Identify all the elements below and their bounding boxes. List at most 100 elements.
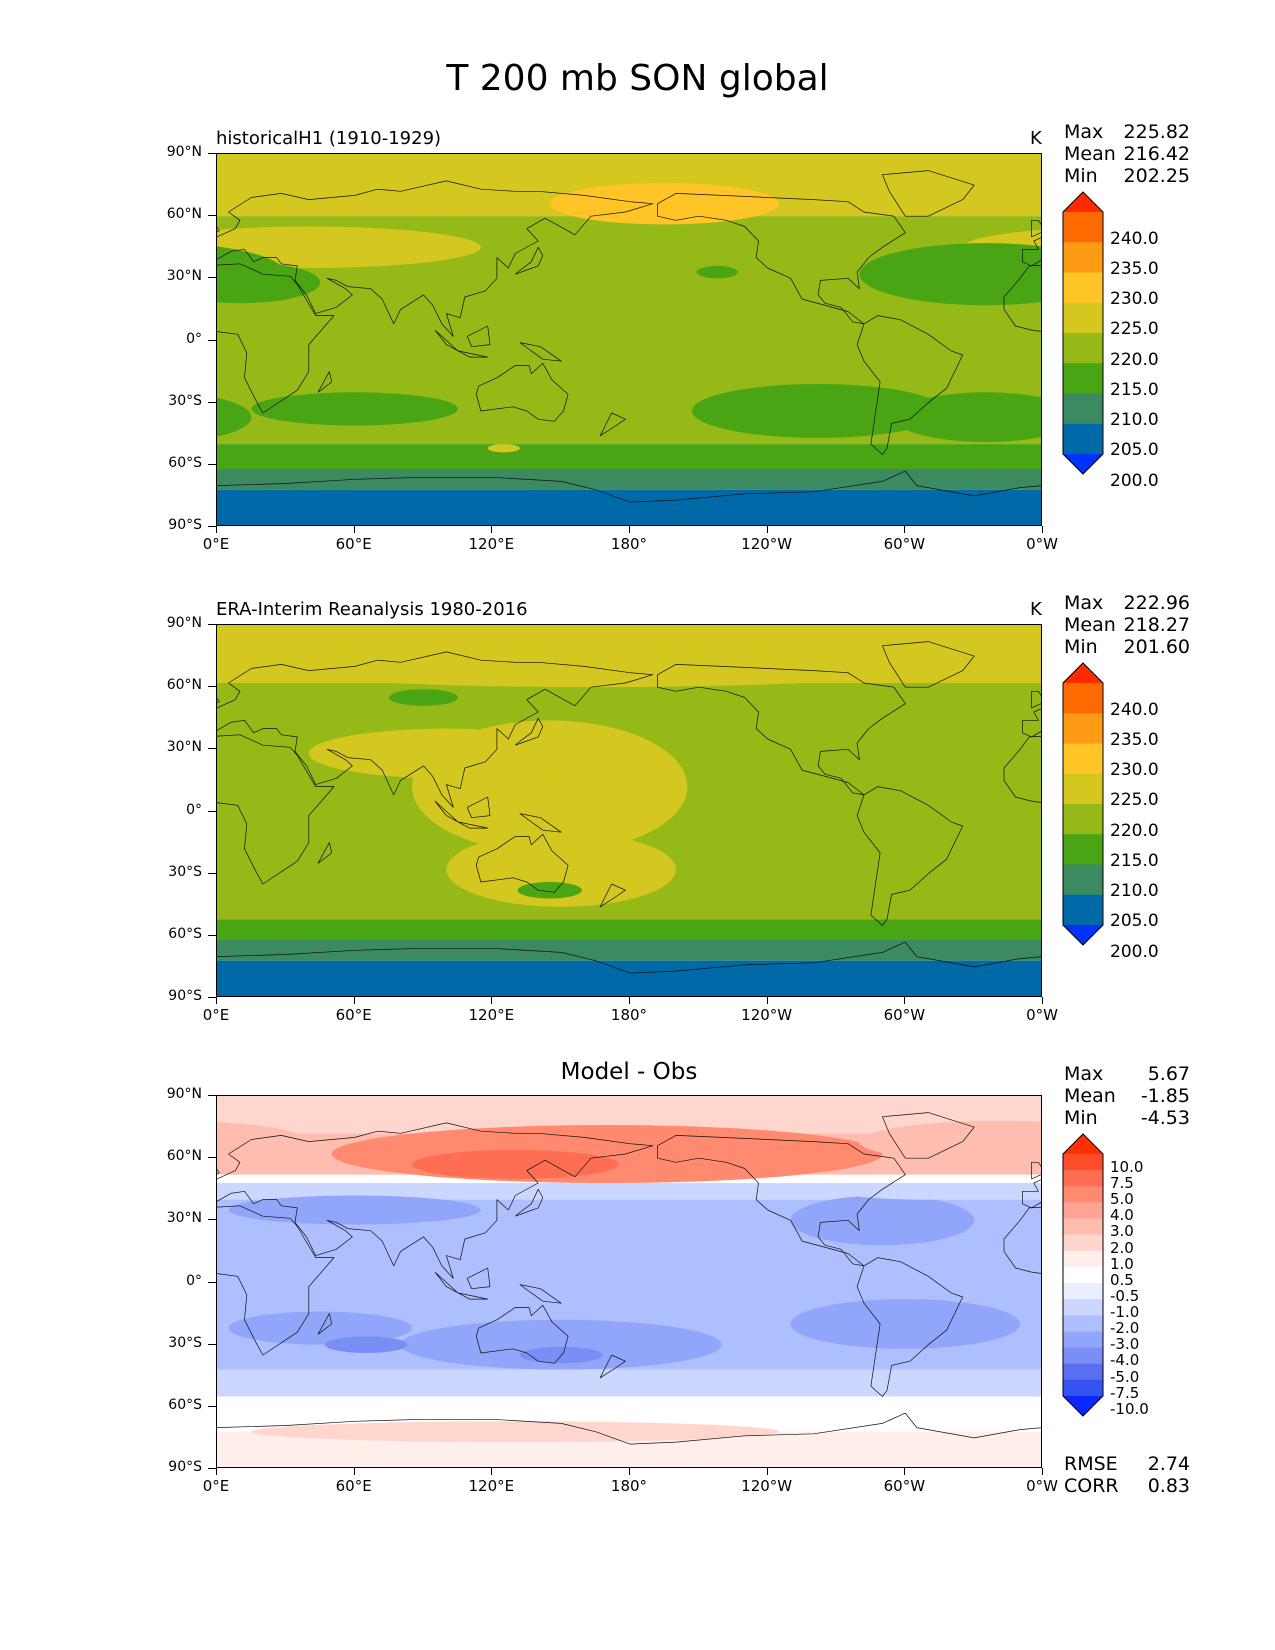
coastline xyxy=(1031,1161,1041,1180)
metric-label-corr: CORR xyxy=(1064,1475,1119,1497)
coastline xyxy=(475,1304,569,1364)
contour-region xyxy=(308,728,585,779)
colorbar-tick-label: 205.0 xyxy=(1110,911,1159,932)
colorbar-tick-label: 7.5 xyxy=(1110,1173,1134,1192)
x-tick-label: 60°E xyxy=(335,1477,372,1495)
x-tick-mark xyxy=(904,997,906,1004)
y-tick-label: 60°S xyxy=(168,925,202,942)
contour-region xyxy=(228,1311,413,1345)
colorbar-swatch xyxy=(1063,423,1103,455)
stat-value-max: 225.82 xyxy=(1123,121,1190,143)
contour-region xyxy=(217,226,481,268)
colorbar-tick-label: -10.0 xyxy=(1110,1399,1149,1418)
y-tick-label: 0° xyxy=(186,801,202,818)
coastline xyxy=(515,717,544,746)
y-tick-mark xyxy=(208,339,216,341)
colorbar-tick-label: 0.5 xyxy=(1110,1270,1134,1289)
x-tick-label: 180° xyxy=(610,1006,648,1024)
colorbar-swatch xyxy=(1063,212,1103,243)
colorbar-tick-label: 220.0 xyxy=(1110,820,1159,841)
contour-region xyxy=(790,1299,1021,1349)
contour-region xyxy=(487,444,520,453)
x-tick-label: 120°E xyxy=(468,1006,515,1024)
metrics-box: RMSE 2.74 CORR 0.83 xyxy=(1064,1453,1190,1497)
y-tick-mark xyxy=(208,1343,216,1345)
contour-region xyxy=(251,645,940,688)
coastline xyxy=(475,362,569,422)
x-tick-mark xyxy=(766,1468,768,1475)
y-tick-mark xyxy=(208,1219,216,1221)
colorbar-swatch xyxy=(1063,1379,1103,1397)
coastline xyxy=(856,1257,964,1397)
x-tick-mark xyxy=(766,526,768,533)
stat-label-min: Min xyxy=(1064,636,1098,658)
zonal-band xyxy=(217,1369,1041,1397)
colorbar-tick-label: 210.0 xyxy=(1110,410,1159,431)
units-label: K xyxy=(1030,128,1042,149)
y-tick-label: 30°S xyxy=(168,1334,202,1351)
colorbar-swatch xyxy=(1063,1234,1103,1252)
colorbar-tick-label: -7.5 xyxy=(1110,1383,1140,1402)
colorbar-extend-top xyxy=(1063,663,1103,683)
y-tick-mark xyxy=(208,997,216,998)
y-tick-mark xyxy=(208,810,216,812)
x-tick-label: 120°W xyxy=(741,1006,793,1024)
colorbar: 240.0 235.0 230.0 225.0 220.0 215.0 210.0 205.0… xyxy=(1062,662,1159,960)
x-tick-mark xyxy=(491,1468,493,1475)
x-tick-label: 120°E xyxy=(468,1477,515,1495)
zonal-band xyxy=(217,919,1041,940)
y-tick-label: 30°S xyxy=(168,392,202,409)
y-tick-mark xyxy=(208,934,216,936)
colorbar-tick-label: 240.0 xyxy=(1110,228,1159,249)
colorbar-swatch xyxy=(1063,242,1103,273)
coastline xyxy=(317,1313,333,1335)
coastline xyxy=(599,412,626,437)
diff-panel-title: Model - Obs xyxy=(560,1059,698,1085)
contour-region xyxy=(217,1122,309,1162)
x-tick-mark xyxy=(1042,1468,1043,1475)
y-tick-mark xyxy=(208,624,216,625)
colorbar-swatch xyxy=(1063,894,1103,926)
y-tick-mark xyxy=(208,1468,216,1469)
colorbar-swatch xyxy=(1063,683,1103,714)
colorbar-tick-label: 2.0 xyxy=(1110,1238,1134,1257)
colorbar-tick-label: 220.0 xyxy=(1110,349,1159,370)
zonal-band xyxy=(217,489,1041,525)
stat-label-min: Min xyxy=(1064,1107,1098,1129)
colorbar-tick-label: -1.0 xyxy=(1110,1303,1140,1322)
x-tick-mark xyxy=(1042,526,1043,533)
colorbar-extend-top xyxy=(1063,1134,1103,1154)
contour-region xyxy=(331,1125,883,1184)
colorbar-extend-top xyxy=(1063,192,1103,212)
coastline xyxy=(657,664,906,796)
y-tick-label: 0° xyxy=(186,330,202,347)
stat-label-max: Max xyxy=(1064,592,1104,614)
y-tick-label: 60°N xyxy=(166,1148,202,1165)
coastline xyxy=(657,193,906,325)
colorbar-tick-label: 215.0 xyxy=(1110,379,1159,400)
coastline xyxy=(515,1188,544,1217)
colorbar-swatch xyxy=(1063,743,1103,775)
colorbar-tick-label: 4.0 xyxy=(1110,1206,1134,1225)
x-tick-label: 60°E xyxy=(335,1006,372,1024)
x-tick-mark xyxy=(629,526,630,533)
y-tick-mark xyxy=(208,401,216,403)
stat-value-max: 222.96 xyxy=(1123,592,1190,614)
colorbar-swatch xyxy=(1063,834,1103,865)
colorbar: 240.0 235.0 230.0 225.0 220.0 215.0 210.0 205.0… xyxy=(1062,191,1159,489)
colorbar-swatch xyxy=(1063,1170,1103,1187)
coastline xyxy=(519,813,562,833)
coastline xyxy=(217,470,1041,503)
coastline xyxy=(217,941,1041,974)
y-tick-label: 90°S xyxy=(168,517,202,533)
colorbar-swatch xyxy=(1063,1186,1103,1203)
zonal-band xyxy=(217,468,1041,490)
map-plot xyxy=(216,1095,1042,1468)
colorbar-swatch xyxy=(1063,713,1103,744)
colorbar-tick-label: -2.0 xyxy=(1110,1319,1140,1338)
y-tick-label: 30°N xyxy=(166,1210,202,1227)
y-tick-label: 0° xyxy=(186,1272,202,1289)
colorbar-swatch xyxy=(1063,393,1103,425)
x-tick-label: 0°E xyxy=(202,1477,230,1495)
x-tick-label: 60°W xyxy=(883,535,926,553)
